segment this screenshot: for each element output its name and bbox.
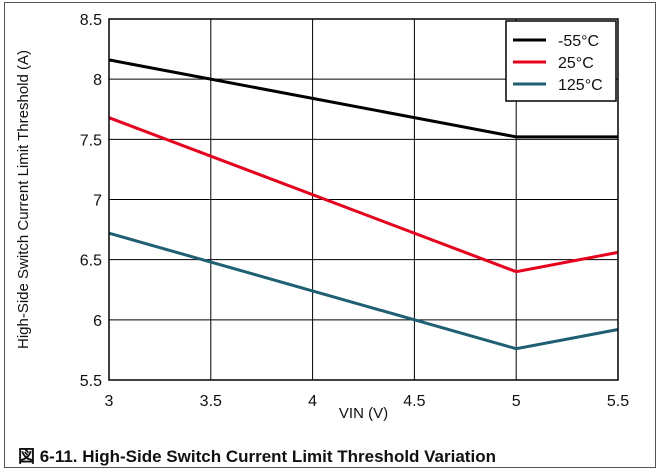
y-tick-label: 6.5 xyxy=(80,253,102,270)
y-tick-label: 7.5 xyxy=(80,132,102,149)
y-tick-label: 8 xyxy=(93,72,102,89)
y-tick-label: 7 xyxy=(93,193,102,210)
y-tick-label: 6 xyxy=(93,313,102,330)
series-line xyxy=(108,116,619,274)
x-tick-label: 5.5 xyxy=(607,393,629,410)
y-tick-labels: 5.5 6 6.5 7 7.5 8 8.5 xyxy=(80,12,102,390)
series-line xyxy=(108,231,619,351)
series-lines xyxy=(108,58,619,351)
x-tick-label: 4.5 xyxy=(403,393,425,410)
plot-area-border xyxy=(108,18,619,381)
y-tick-label: 8.5 xyxy=(80,12,102,29)
x-tick-labels: 3 3.5 4 4.5 5 5.5 xyxy=(105,393,630,410)
x-axis-title: VIN (V) xyxy=(339,405,388,422)
x-tick-label: 4 xyxy=(308,393,317,410)
x-tick-label: 3.5 xyxy=(200,393,222,410)
legend-box xyxy=(505,20,617,102)
legend: -55°C 25°C 125°C xyxy=(505,20,617,102)
x-tick-label: 5 xyxy=(512,393,521,410)
y-axis-title: High-Side Switch Current Limit Threshold… xyxy=(15,50,32,349)
legend-label: 125°C xyxy=(558,77,603,94)
legend-label: 25°C xyxy=(558,55,594,72)
series-line xyxy=(108,58,618,139)
legend-label: -55°C xyxy=(558,33,599,50)
x-tick-label: 3 xyxy=(105,393,114,410)
figure-caption: 図 6-11. High-Side Switch Current Limit T… xyxy=(18,447,496,466)
y-tick-label: 5.5 xyxy=(80,373,102,390)
figure-frame xyxy=(4,2,656,468)
